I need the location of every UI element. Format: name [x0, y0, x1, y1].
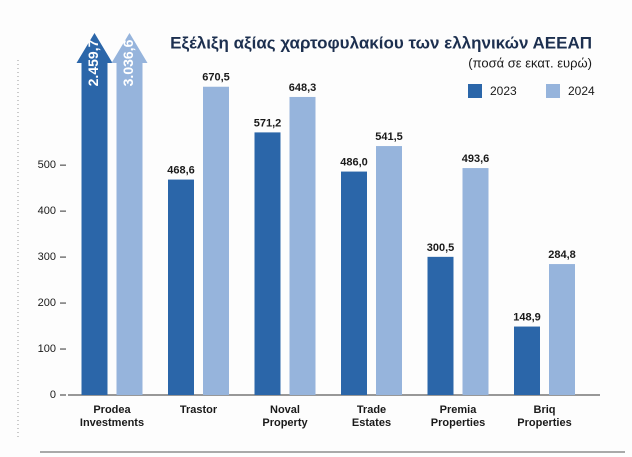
value-label: 486,0	[340, 156, 368, 168]
legend-swatch	[546, 84, 560, 98]
value-label: 2.459,7	[85, 39, 101, 86]
x-tick-label: Briq Properties	[517, 404, 572, 429]
value-label: 541,5	[375, 131, 403, 143]
y-tick-label: 100	[38, 343, 56, 355]
y-tick-label: 0	[50, 389, 56, 401]
chart-subtitle: (ποσά σε εκατ. ευρώ)	[468, 55, 592, 70]
value-label: 284,8	[548, 249, 576, 261]
bar	[168, 179, 194, 395]
bar	[549, 264, 575, 395]
y-tick-label: 200	[38, 297, 56, 309]
x-tick-label: Noval Property	[262, 404, 308, 429]
bar	[341, 171, 367, 395]
x-tick-label: Trastor	[179, 404, 218, 416]
chart-title: Εξέλιξη αξίας χαρτοφυλακίου των ελληνικώ…	[170, 33, 592, 52]
x-tick-label: Prodea Investments	[79, 404, 145, 429]
value-label: 300,5	[427, 242, 455, 254]
bar	[203, 86, 229, 396]
bar	[289, 96, 316, 396]
y-tick-label: 400	[38, 205, 56, 217]
x-tick-label: Trade Estates	[351, 404, 392, 429]
legend-label: 2023	[490, 84, 517, 98]
value-label: 670,5	[202, 72, 230, 84]
legend-swatch	[468, 84, 482, 98]
bar	[111, 33, 148, 395]
y-tick-label: 500	[38, 159, 56, 171]
value-label: 648,3	[289, 82, 317, 94]
value-label: 468,6	[167, 164, 195, 176]
bar	[376, 146, 402, 395]
y-tick-label: 300	[38, 251, 56, 263]
bar	[427, 256, 454, 395]
x-tick-label: Premia Properties	[430, 404, 486, 429]
bar	[76, 33, 113, 395]
value-label: 571,2	[254, 117, 282, 129]
value-label: 148,9	[513, 311, 541, 323]
value-label: 3.036,6	[120, 39, 136, 86]
bar	[514, 326, 540, 395]
legend-label: 2024	[568, 84, 595, 98]
value-label: 493,6	[462, 153, 490, 165]
bar	[254, 132, 281, 395]
bar	[462, 168, 489, 395]
